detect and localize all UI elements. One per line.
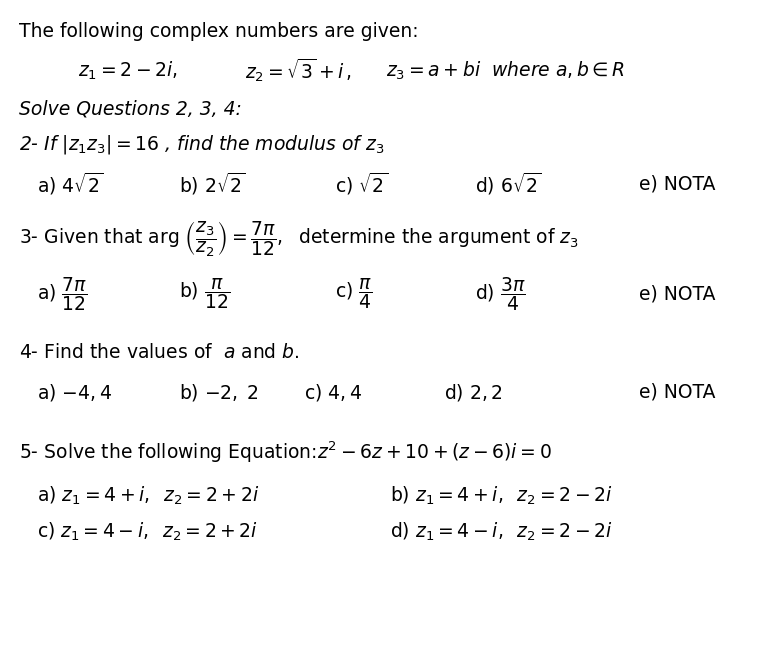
Text: 3- Given that arg $\left(\dfrac{z_3}{z_2}\right) = \dfrac{7\pi}{12},$  determine: 3- Given that arg $\left(\dfrac{z_3}{z_2… xyxy=(19,219,580,257)
Text: c) $z_1 = 4 - i,\;\; z_2 = 2 + 2i$: c) $z_1 = 4 - i,\;\; z_2 = 2 + 2i$ xyxy=(37,521,259,543)
Text: d) $6\sqrt{2}$: d) $6\sqrt{2}$ xyxy=(475,170,542,197)
Text: a) $4\sqrt{2}$: a) $4\sqrt{2}$ xyxy=(37,170,104,197)
Text: Solve Questions 2, 3, 4:: Solve Questions 2, 3, 4: xyxy=(19,100,242,118)
Text: a) $\dfrac{7\pi}{12}$: a) $\dfrac{7\pi}{12}$ xyxy=(37,275,88,313)
Text: e) NOTA: e) NOTA xyxy=(639,174,715,193)
Text: The following complex numbers are given:: The following complex numbers are given: xyxy=(19,23,419,41)
Text: b) $2\sqrt{2}$: b) $2\sqrt{2}$ xyxy=(179,170,246,197)
Text: $z_1 = 2 - 2i,$: $z_1 = 2 - 2i,$ xyxy=(78,59,178,82)
Text: c) $4, 4$: c) $4, 4$ xyxy=(304,382,362,403)
Text: c) $\dfrac{\pi}{4}$: c) $\dfrac{\pi}{4}$ xyxy=(335,277,372,311)
Text: 2- If $|z_1z_3| = 16$ , find the modulus of $z_3$: 2- If $|z_1z_3| = 16$ , find the modulus… xyxy=(19,134,385,156)
Text: 5- Solve the following Equation:$z^2 - 6z + 10 + (z - 6)i = 0$: 5- Solve the following Equation:$z^2 - 6… xyxy=(19,440,552,465)
Text: a) $z_1 = 4 + i,\;\; z_2 = 2 + 2i$: a) $z_1 = 4 + i,\;\; z_2 = 2 + 2i$ xyxy=(37,484,259,507)
Text: d) $z_1 = 4 - i,\;\; z_2 = 2 - 2i$: d) $z_1 = 4 - i,\;\; z_2 = 2 - 2i$ xyxy=(390,521,612,543)
Text: 4- Find the values of  $a$ and $b$.: 4- Find the values of $a$ and $b$. xyxy=(19,343,300,362)
Text: b) $z_1 = 4 + i,\;\; z_2 = 2 - 2i$: b) $z_1 = 4 + i,\;\; z_2 = 2 - 2i$ xyxy=(390,484,612,507)
Text: b) $-2,\; 2$: b) $-2,\; 2$ xyxy=(179,382,259,403)
Text: e) NOTA: e) NOTA xyxy=(639,285,715,303)
Text: a) $-4, 4$: a) $-4, 4$ xyxy=(37,382,112,403)
Text: b) $\dfrac{\pi}{12}$: b) $\dfrac{\pi}{12}$ xyxy=(179,277,231,311)
Text: $z_3 = a + bi$  where $a,b \in R$: $z_3 = a + bi$ where $a,b \in R$ xyxy=(386,59,625,82)
Text: d) $\dfrac{3\pi}{4}$: d) $\dfrac{3\pi}{4}$ xyxy=(475,275,526,313)
Text: $z_2 = \sqrt{3} + i\,,$: $z_2 = \sqrt{3} + i\,,$ xyxy=(245,57,352,84)
Text: e) NOTA: e) NOTA xyxy=(639,383,715,402)
Text: c) $\sqrt{2}$: c) $\sqrt{2}$ xyxy=(335,170,388,197)
Text: d) $2, 2$: d) $2, 2$ xyxy=(444,382,502,403)
